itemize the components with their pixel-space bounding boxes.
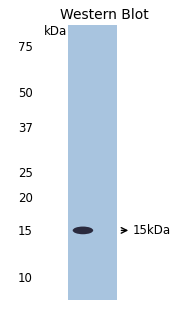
Text: kDa: kDa (44, 25, 67, 38)
Text: Western Blot: Western Blot (60, 8, 149, 22)
Text: 15kDa: 15kDa (132, 224, 170, 237)
Ellipse shape (73, 226, 93, 234)
Bar (68, 25, 117, 300)
